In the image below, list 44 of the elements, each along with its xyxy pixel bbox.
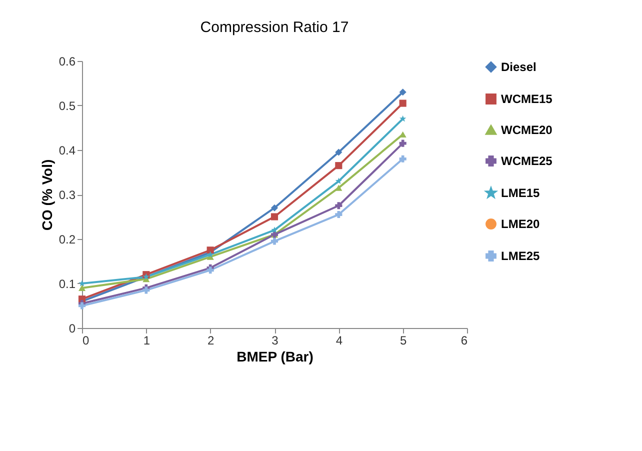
point [206,266,214,274]
legend-label: WCME15 [501,92,553,106]
x-tick-label: 3 [272,334,279,348]
x-tick-label: 6 [460,334,468,348]
point [271,226,278,233]
point [142,286,150,294]
x-tick-label: 5 [400,334,407,348]
x-tick-label: 4 [336,334,343,348]
y-tick-label: 0.4 [58,144,76,158]
legend-label: LME25 [501,249,540,263]
y-tick-label: 0.2 [58,232,76,246]
point [270,213,278,220]
point [335,210,342,218]
point [335,162,342,170]
point [335,184,342,191]
point [78,284,86,292]
legend-label: LME20 [501,217,540,231]
point [399,115,406,122]
legend-label: LME15 [501,186,540,200]
point [399,155,406,162]
x-tick-label: 1 [143,334,150,348]
point [206,251,214,258]
point [335,178,342,184]
y-tick-label: 0.6 [58,54,76,68]
point [399,88,406,96]
y-axis-title: CO (% Vol) [38,159,55,231]
point [335,202,342,210]
y-tick-label: 0.3 [58,188,76,202]
x-tick-label: 2 [207,334,214,348]
y-tick-label: 0.5 [58,99,76,113]
point [399,140,406,147]
legend-label: WCME25 [501,154,553,168]
point [270,204,278,212]
x-axis-title: BMEP (Bar) [236,348,314,364]
point [78,280,86,286]
point [335,148,342,156]
y-tick-label: 0.1 [58,277,76,291]
legend-label: Diesel [501,60,536,74]
legend-label: WCME20 [501,123,553,137]
point [270,238,278,245]
chart-title: Compression Ratio 17 [200,19,349,36]
point [399,100,406,107]
x-tick-label: 0 [82,334,90,348]
y-tick-label: 0 [68,322,76,336]
